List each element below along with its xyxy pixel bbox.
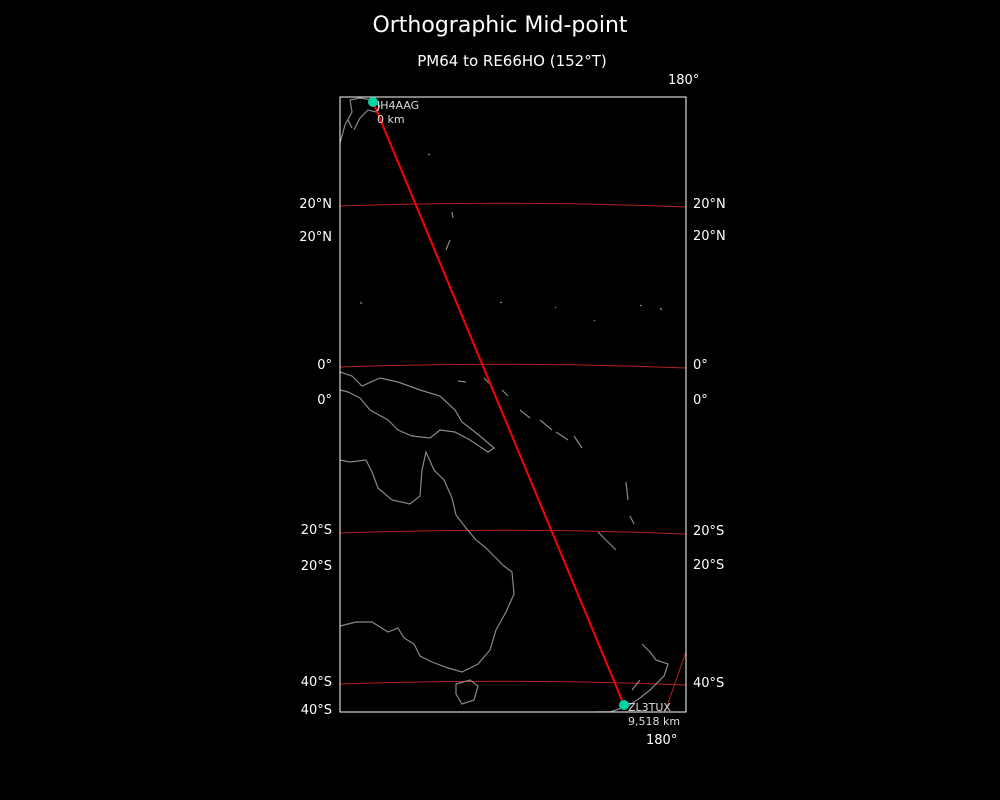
parallel-20s	[340, 529, 686, 535]
coastlines	[340, 97, 669, 712]
parallel-20n	[340, 202, 686, 208]
right-lat-label: 0°	[693, 358, 708, 373]
micronesia-islands	[359, 153, 663, 397]
new-guinea-coast	[340, 371, 495, 453]
right-lat-label: 20°N	[693, 229, 726, 244]
solomon-islands-coast	[519, 409, 583, 449]
parallel-0	[340, 363, 686, 369]
right-lat-label: 40°S	[693, 676, 725, 691]
bottom-meridian-label: 180°	[646, 733, 678, 748]
left-lat-label: 20°S	[300, 559, 332, 574]
new-caledonia-coast	[597, 531, 617, 551]
parallel-40s	[340, 680, 686, 686]
right-lat-label: 0°	[693, 393, 708, 408]
chart-title: Orthographic Mid-point	[372, 13, 628, 38]
start-station-marker[interactable]	[368, 97, 378, 107]
right-lat-label: 20°N	[693, 197, 726, 212]
top-meridian-label: 180°	[668, 73, 700, 88]
right-lat-label: 20°S	[693, 558, 725, 573]
vanuatu-coast	[625, 481, 635, 525]
end-station-marker[interactable]	[619, 700, 629, 710]
great-circle-path	[372, 101, 625, 706]
left-lat-label: 0°	[317, 358, 332, 373]
left-lat-label: 20°N	[299, 197, 332, 212]
left-lat-label: 0°	[317, 393, 332, 408]
map-frame	[339, 96, 687, 713]
new-zealand-coast	[596, 643, 669, 712]
left-lat-label: 20°N	[299, 230, 332, 245]
chart-subtitle: PM64 to RE66HO (152°T)	[417, 52, 607, 70]
left-lat-label: 40°S	[300, 675, 332, 690]
tasmania-coast	[455, 679, 479, 705]
end-call-label: ZL3TUX	[628, 701, 671, 714]
end-distance-label: 9,518 km	[628, 715, 681, 728]
left-lat-label: 20°S	[300, 523, 332, 538]
left-lat-label: 40°S	[300, 703, 332, 718]
start-call-label: JH4AAG	[377, 99, 420, 112]
graticule	[340, 202, 686, 712]
australia-coast	[340, 450, 515, 673]
start-distance-label: 0 km	[377, 113, 405, 126]
right-lat-label: 20°S	[693, 524, 725, 539]
